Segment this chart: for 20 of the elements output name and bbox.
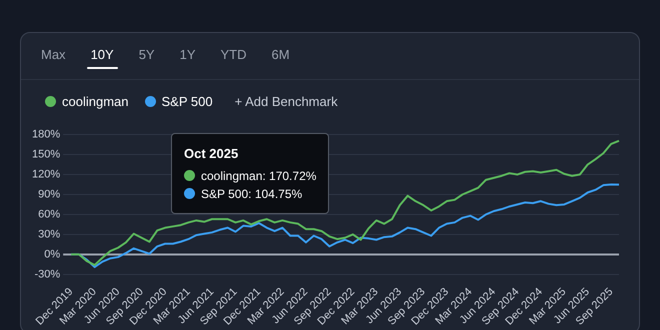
text: 5Y bbox=[138, 47, 155, 62]
y-tick-label: 30% bbox=[38, 228, 60, 240]
y-tick-label: 150% bbox=[32, 148, 60, 161]
text: + Add Benchmark bbox=[234, 94, 338, 109]
y-tick-label: 90% bbox=[38, 188, 60, 201]
annotation: Oct 2025 bbox=[184, 146, 240, 161]
y-tick-label: 60% bbox=[38, 208, 60, 220]
legend-label: S&P 500 bbox=[160, 94, 213, 109]
y-tick-label: 180% bbox=[32, 128, 60, 141]
text: 6M bbox=[272, 47, 290, 62]
y-tick-label: -30% bbox=[34, 268, 60, 280]
legend-label: coolingman bbox=[61, 94, 128, 109]
text: Max bbox=[41, 47, 66, 62]
text: 1Y bbox=[180, 47, 196, 62]
annotation: coolingman: 170.72% bbox=[200, 169, 316, 183]
text: YTD bbox=[220, 47, 247, 62]
y-tick-label: 0% bbox=[44, 248, 60, 260]
y-tick-label: 120% bbox=[32, 168, 60, 181]
annotation: S&P 500: 104.75% bbox=[200, 187, 304, 201]
text: 10Y bbox=[90, 47, 114, 62]
